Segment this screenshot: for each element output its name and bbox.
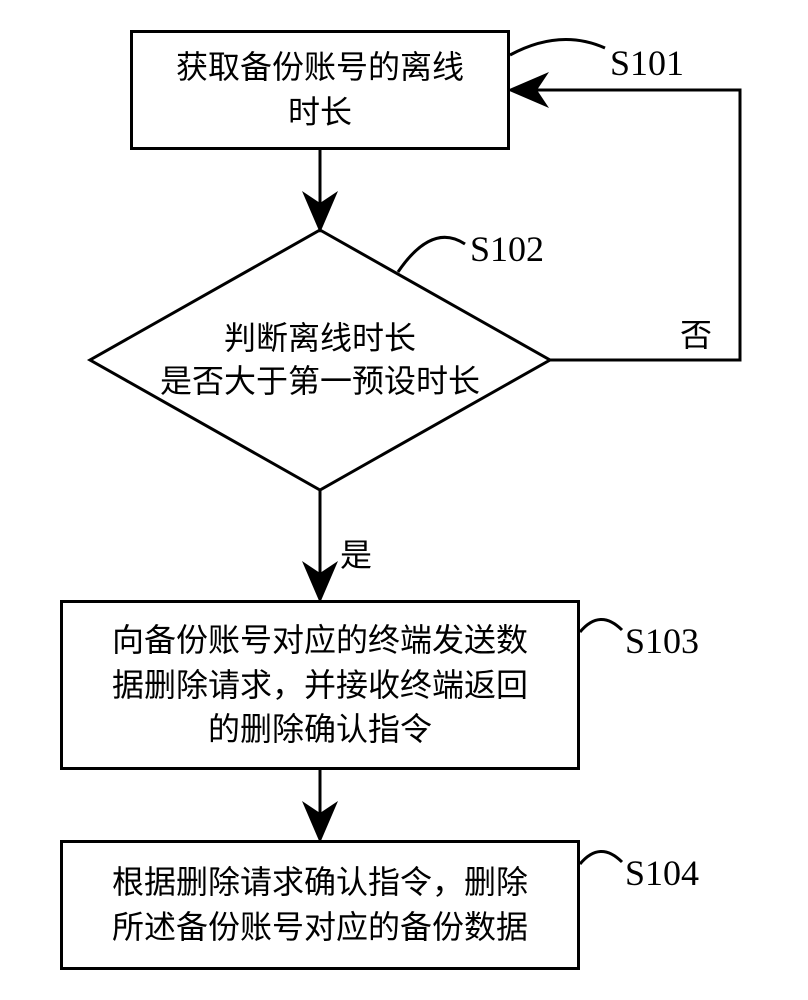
callout-s103 <box>580 619 622 632</box>
node-s103-line1: 向备份账号对应的终端发送数 <box>112 622 528 658</box>
node-s104: 根据删除请求确认指令，删除 所述备份账号对应的备份数据 <box>60 840 580 970</box>
node-s101-line1: 获取备份账号的离线 <box>176 49 464 85</box>
node-s102-line2: 是否大于第一预设时长 <box>160 363 480 399</box>
node-s104-line2: 所述备份账号对应的备份数据 <box>112 909 528 945</box>
node-s101-line2: 时长 <box>288 94 352 130</box>
label-no: 否 <box>680 310 712 356</box>
node-s103: 向备份账号对应的终端发送数 据删除请求，并接收终端返回 的删除确认指令 <box>60 600 580 770</box>
label-yes: 是 <box>340 530 372 576</box>
node-s101: 获取备份账号的离线 时长 <box>130 30 510 150</box>
callout-s104 <box>580 851 622 864</box>
node-s103-line2: 据删除请求，并接收终端返回 <box>112 667 528 703</box>
step-label-s103: S103 <box>625 620 699 662</box>
step-label-s104: S104 <box>625 852 699 894</box>
step-label-s101: S101 <box>610 42 684 84</box>
step-label-s102: S102 <box>470 228 544 270</box>
node-s103-line3: 的删除确认指令 <box>208 711 432 747</box>
flowchart-container: 获取备份账号的离线 时长 S101 判断离线时长 是否大于第一预设时长 S102… <box>0 0 808 1000</box>
callout-s101 <box>510 39 605 55</box>
node-s102-line1: 判断离线时长 <box>224 320 416 356</box>
node-s104-line1: 根据删除请求确认指令，删除 <box>112 864 528 900</box>
